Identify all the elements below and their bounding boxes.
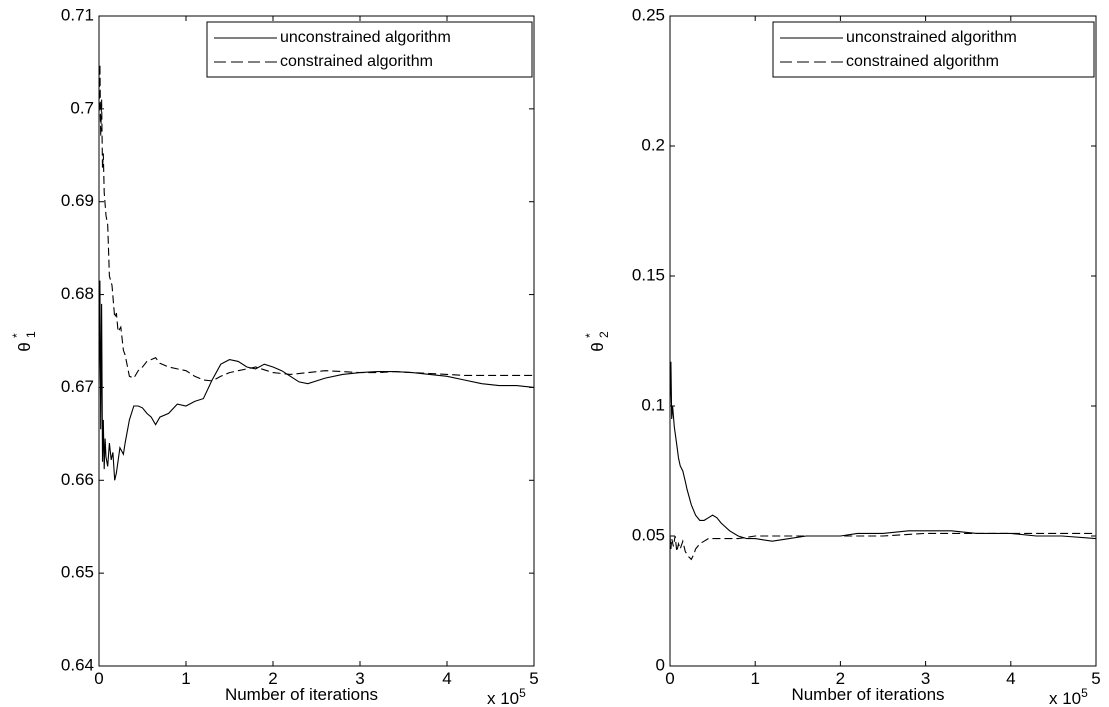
series-line-unconstrained: [670, 361, 1096, 542]
x-multiplier-exponent: 5: [1081, 686, 1088, 700]
x-tick-label: 4: [1006, 669, 1015, 688]
right-plot-theta2: 0 1 2 3 4 5 0 0.05 0.1 0.15 0.2 0.25 Number of itera…: [583, 5, 1101, 707]
y-tick-label: 0.15: [632, 265, 665, 284]
x-tick-label: 3: [355, 669, 364, 688]
y-tick-label: 0.66: [61, 470, 94, 489]
y-tick-label: 0.2: [641, 135, 665, 154]
y-tick-label: 0.65: [61, 563, 94, 582]
x-tick-label: 1: [181, 669, 190, 688]
left-plot-theta1: 0 1 2 3 4 5 0.64 0.65 0.66 0.67 0.68 0.69 0.7 0.71 Num…: [10, 5, 539, 707]
x-axis-label: Number of iterations: [225, 685, 378, 704]
x-tick-label: 5: [529, 669, 538, 688]
y-tick-label: 0.05: [632, 525, 665, 544]
y-axis-label: θ 2*: [583, 331, 611, 352]
legend-entry: constrained algorithm: [280, 53, 433, 70]
y-label-symbol: θ: [588, 342, 607, 351]
y-label-superscript: *: [10, 333, 24, 338]
legend-entry: unconstrained algorithm: [280, 29, 451, 46]
x-axis-multiplier: x 105: [487, 686, 526, 707]
y-tick-label: 0.71: [61, 5, 94, 24]
x-tick-label: 2: [836, 669, 845, 688]
y-tick-label: 0.25: [632, 5, 665, 24]
x-tick-label: 3: [921, 669, 930, 688]
x-tick-label: 2: [268, 669, 277, 688]
y-tick-label: 0.67: [61, 377, 94, 396]
y-tick-label: 0.64: [61, 655, 94, 674]
x-tick-label: 0: [94, 669, 103, 688]
y-tick-label: 0.69: [61, 191, 94, 210]
x-multiplier-exponent: 5: [519, 686, 526, 700]
series-line-constrained: [99, 64, 534, 382]
series-line-constrained: [670, 532, 1096, 561]
y-label-symbol: θ: [15, 342, 34, 351]
legend-box: [772, 21, 1095, 78]
y-tick-label: 0.7: [70, 98, 94, 117]
x-axis-multiplier: x 105: [1049, 686, 1088, 707]
x-multiplier-base: x 10: [487, 689, 519, 707]
legend-entry: unconstrained algorithm: [846, 29, 1017, 46]
axes-box: [98, 15, 535, 667]
legend-entry: constrained algorithm: [846, 53, 999, 70]
x-multiplier-base: x 10: [1049, 689, 1081, 707]
y-label-subscript: 1: [24, 331, 38, 338]
x-tick-label: 1: [750, 669, 759, 688]
y-label-subscript: 2: [597, 331, 611, 338]
y-tick-label: 0.68: [61, 284, 94, 303]
legend: unconstrained algorithm constrained algor…: [206, 21, 533, 78]
series-line-unconstrained: [99, 280, 534, 481]
legend-box: [206, 21, 533, 78]
y-tick-label: 0.1: [641, 395, 665, 414]
x-tick-label: 0: [665, 669, 674, 688]
x-tick-label: 4: [442, 669, 451, 688]
y-label-superscript: *: [583, 333, 597, 338]
y-tick-label: 0: [656, 655, 665, 674]
x-tick-label: 5: [1091, 669, 1100, 688]
x-axis-label: Number of iterations: [791, 685, 944, 704]
axes-box: [669, 15, 1097, 667]
y-axis-label: θ 1*: [10, 331, 38, 352]
legend: unconstrained algorithm constrained algor…: [772, 21, 1095, 78]
